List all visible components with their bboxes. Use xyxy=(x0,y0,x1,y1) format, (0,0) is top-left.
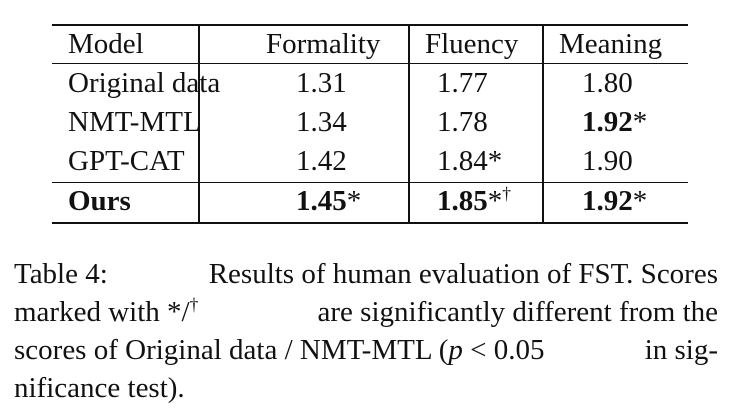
caption-line: nificance test). xyxy=(14,372,185,404)
header-fluency: Fluency xyxy=(425,28,519,60)
cell-meaning: 1.80 xyxy=(582,67,633,99)
cell-formality: 1.42 xyxy=(296,145,347,177)
bottom-rule xyxy=(52,222,688,224)
fluency-value: 1.85 xyxy=(437,185,488,217)
significance-mark: * xyxy=(632,185,648,217)
cell-meaning: 1.92* xyxy=(582,108,647,137)
mid-rule xyxy=(52,182,688,184)
caption-fragment: marked with */ xyxy=(14,296,190,328)
significance-mark: * xyxy=(632,106,648,138)
fluency-value: 1.84 xyxy=(437,145,488,177)
top-rule xyxy=(52,24,688,26)
caption-fragment: scores of Original data / NMT-MTL ( xyxy=(14,334,449,366)
caption-text: Results of human evaluation of FST. Scor… xyxy=(208,258,718,290)
meaning-value: 1.92 xyxy=(582,185,633,217)
header-formality: Formality xyxy=(266,28,381,60)
caption-line: scores of Original data / NMT-MTL (p < 0… xyxy=(14,331,718,369)
dagger-mark: † xyxy=(189,294,199,315)
row-model: Original data xyxy=(68,67,221,99)
column-divider xyxy=(542,24,544,224)
table-caption: Table 4: Results of human evaluation of … xyxy=(14,255,718,407)
caption-line: marked with */† are significantly differ… xyxy=(14,293,718,331)
caption-text: in sig- xyxy=(644,334,718,366)
results-table: Model Formality Fluency Meaning Original… xyxy=(52,24,688,226)
cell-formality: 1.34 xyxy=(296,106,347,138)
cell-meaning: 1.92* xyxy=(582,187,647,216)
cell-fluency: 1.84* xyxy=(437,147,502,176)
cell-formality: 1.45* xyxy=(296,187,361,216)
math-lt: < xyxy=(470,334,487,366)
caption-label: Table 4: xyxy=(14,258,108,290)
math-value: 0.05 xyxy=(493,334,545,366)
significance-mark: * xyxy=(487,185,503,217)
significance-mark: * xyxy=(346,185,362,217)
column-divider xyxy=(198,24,200,224)
cell-fluency: 1.78 xyxy=(437,106,488,138)
caption-line: Table 4: Results of human evaluation of … xyxy=(14,255,718,293)
caption-text: are significantly different from the xyxy=(317,296,718,328)
header-meaning: Meaning xyxy=(559,28,663,60)
math-p: p xyxy=(448,334,463,366)
cell-formality: 1.31 xyxy=(296,67,347,99)
row-model: Ours xyxy=(68,185,131,217)
dagger-mark: † xyxy=(502,183,511,204)
column-divider xyxy=(408,24,410,224)
caption-text: scores of Original data / NMT-MTL (p < 0… xyxy=(14,331,544,369)
header-model: Model xyxy=(68,28,144,60)
caption-text: marked with */† xyxy=(14,293,198,331)
formality-value: 1.45 xyxy=(296,185,347,217)
row-model: GPT-CAT xyxy=(68,145,185,177)
header-rule xyxy=(52,63,688,65)
row-model: NMT-MTL xyxy=(68,106,201,138)
cell-fluency: 1.77 xyxy=(437,67,488,99)
cell-meaning: 1.90 xyxy=(582,145,633,177)
meaning-value: 1.92 xyxy=(582,106,633,138)
cell-fluency: 1.85*† xyxy=(437,185,511,217)
significance-mark: * xyxy=(487,145,503,177)
